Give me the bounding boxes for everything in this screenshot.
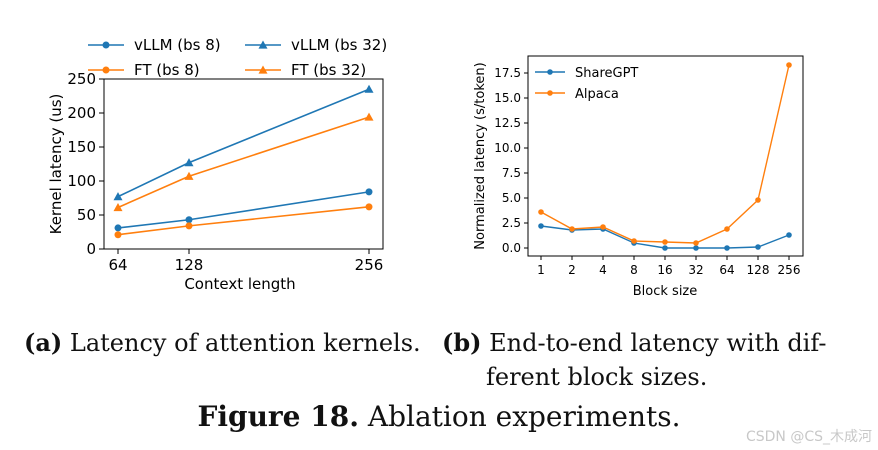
chart-b-xtick-label: 1: [537, 263, 545, 277]
chart-b-data-point: [724, 226, 730, 232]
chart-b: 0.0 2.5 5.0 7.5 10.0 12.5 15.0 17.5 1 2 4 8 16 32 64 1…: [473, 55, 804, 299]
chart-a-axes-frame: [103, 78, 384, 250]
chart-a-xtick-label: 256: [355, 256, 384, 274]
chart-b-data-point: [538, 223, 544, 229]
chart-b-xtick-label: 4: [599, 263, 607, 277]
chart-b-legend-marker: [547, 69, 553, 75]
chart-a-data-point: [365, 203, 373, 211]
chart-b-data-point: [786, 232, 792, 238]
chart-a-data-point: [184, 171, 194, 180]
chart-a-ytick-label: 150: [67, 138, 96, 156]
chart-b-legend-label: ShareGPT: [575, 66, 638, 81]
chart-b-xtick-label: 128: [747, 263, 770, 277]
chart-b-xtick-label: 64: [719, 263, 734, 277]
chart-a-legend-marker: [102, 66, 110, 74]
figure-text: Ablation experiments.: [367, 400, 681, 433]
chart-b-ytick-label: 7.5: [502, 166, 521, 180]
chart-a-ytick-label: 0: [86, 240, 96, 258]
chart-b-xlabel: Block size: [633, 284, 698, 299]
chart-a-legend-label: vLLM (bs 8): [134, 36, 221, 54]
chart-a-data-point: [365, 188, 373, 196]
chart-a-data-point: [114, 224, 122, 232]
chart-b-legend-label: Alpaca: [575, 87, 619, 102]
chart-b-ytick-label: 2.5: [502, 216, 521, 230]
chart-b-xtick-label: 32: [688, 263, 703, 277]
caption-b-text-line1: End-to-end latency with dif-: [489, 329, 827, 357]
caption-a-label: (a): [24, 328, 63, 357]
chart-a-legend-marker: [102, 41, 110, 49]
figure-title: Figure 18. Ablation experiments.: [0, 400, 878, 433]
chart-a-xlabel: Context length: [184, 275, 295, 293]
chart-b-ytick-label: 12.5: [494, 116, 521, 130]
chart-a-data-point: [364, 84, 374, 93]
chart-b-ylabel: Normalized latency (s/token): [473, 62, 488, 249]
chart-a-ylabel: Kernel latency (us): [47, 94, 65, 235]
chart-a-legend-marker: [258, 40, 268, 49]
chart-a-legend-label: vLLM (bs 32): [291, 36, 387, 54]
chart-b-xtick-label: 256: [778, 263, 801, 277]
chart-b-ytick-label: 0.0: [502, 241, 521, 255]
chart-a-xtick-label: 128: [175, 256, 204, 274]
chart-b-data-point: [786, 62, 792, 68]
chart-a-series-line: [117, 88, 370, 198]
chart-b-data-point: [538, 209, 544, 215]
caption-a: (a) Latency of attention kernels.: [24, 326, 421, 360]
chart-a-data-point: [185, 222, 193, 230]
chart-b-data-point: [693, 245, 699, 251]
chart-b-data-point: [755, 197, 761, 203]
chart-b-ytick-label: 5.0: [502, 191, 521, 205]
chart-b-data-point: [755, 244, 761, 250]
chart-b-ytick-label: 17.5: [494, 66, 521, 80]
chart-a-ytick-label: 50: [77, 206, 96, 224]
chart-a: 0 50 100 150 200 250 64 128 256 vLLM (bs 8) FT (…: [47, 36, 387, 293]
chart-b-legend-marker: [547, 90, 553, 96]
chart-b-ytick-label: 10.0: [494, 141, 521, 155]
chart-b-data-point: [600, 224, 606, 230]
chart-a-ytick-label: 200: [67, 104, 96, 122]
chart-b-xtick-label: 16: [657, 263, 672, 277]
chart-b-axes-frame: [527, 55, 804, 257]
chart-b-data-point: [724, 245, 730, 251]
chart-a-data-point: [185, 216, 193, 224]
chart-b-data-point: [662, 245, 668, 251]
chart-a-data-point: [113, 203, 123, 212]
chart-a-data-point: [184, 158, 194, 167]
chart-a-legend-label: FT (bs 8): [134, 61, 200, 79]
watermark: CSDN @CS_木成河: [745, 429, 872, 445]
chart-b-xtick-label: 8: [630, 263, 638, 277]
chart-a-legend-marker: [258, 65, 268, 74]
chart-a-legend-label: FT (bs 32): [291, 61, 366, 79]
caption-a-text: Latency of attention kernels.: [69, 329, 421, 357]
chart-a-data-point: [364, 112, 374, 121]
chart-a-xtick-label: 64: [108, 256, 127, 274]
chart-a-ytick-label: 100: [67, 172, 96, 190]
caption-b: (b) End-to-end latency with dif- ferent …: [442, 326, 827, 394]
chart-a-data-point: [114, 231, 122, 239]
chart-b-data-point: [631, 238, 637, 244]
chart-b-data-point: [693, 240, 699, 246]
chart-b-data-point: [569, 226, 575, 232]
chart-a-series-line: [117, 116, 370, 209]
caption-b-label: (b): [442, 328, 482, 357]
chart-a-ytick-label: 250: [67, 70, 96, 88]
chart-b-data-point: [662, 239, 668, 245]
figure-label: Figure 18.: [197, 400, 359, 433]
chart-a-data-point: [113, 192, 123, 201]
chart-b-xtick-label: 2: [568, 263, 576, 277]
chart-b-ytick-label: 15.0: [494, 91, 521, 105]
caption-b-text-line2: ferent block sizes.: [486, 363, 708, 391]
chart-a-series-line: [117, 191, 370, 229]
